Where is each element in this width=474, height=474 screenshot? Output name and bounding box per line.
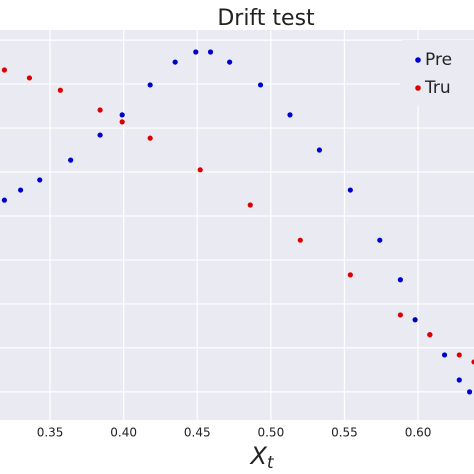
point (347, 187, 353, 193)
plot-area (0, 30, 474, 420)
x-tick-label: 0.35 (37, 426, 64, 440)
point (316, 147, 323, 153)
point (37, 177, 43, 183)
point (97, 107, 103, 113)
point (207, 49, 214, 55)
point (247, 202, 253, 208)
point (427, 332, 433, 338)
point (287, 112, 293, 118)
point (397, 277, 403, 283)
point (412, 317, 418, 323)
point (471, 359, 474, 365)
point (147, 82, 153, 88)
point (57, 87, 63, 93)
point (466, 389, 473, 395)
x-tick-label: 0.40 (110, 426, 137, 440)
point (257, 82, 264, 88)
chart-title: Drift test (217, 6, 315, 31)
x-tick-label: 0.60 (405, 426, 432, 440)
point (193, 49, 199, 55)
x-tick-label: 0.55 (331, 426, 358, 440)
point (456, 377, 462, 383)
point (377, 237, 383, 243)
point (119, 119, 125, 125)
point (172, 59, 178, 65)
point (197, 167, 203, 173)
point (68, 157, 74, 163)
point (297, 237, 303, 243)
point (347, 272, 353, 278)
x-label-sub: t (267, 453, 275, 473)
point (119, 112, 125, 118)
legend-marker (415, 85, 421, 91)
point (18, 187, 24, 193)
point (1, 197, 8, 203)
point (397, 312, 403, 318)
legend-label: Tru (424, 78, 451, 98)
x-tick-label: 0.50 (257, 426, 284, 440)
point (147, 135, 153, 141)
point (26, 75, 33, 81)
point (227, 59, 233, 65)
point (441, 352, 448, 358)
legend-marker (415, 57, 421, 63)
x-axis-label: Xt (248, 442, 274, 473)
point (97, 132, 103, 138)
legend-label: Pre (425, 50, 452, 70)
x-tick-label: 0.45 (184, 426, 211, 440)
x-label-base: X (248, 442, 267, 470)
point (456, 352, 462, 358)
point (1, 67, 8, 73)
